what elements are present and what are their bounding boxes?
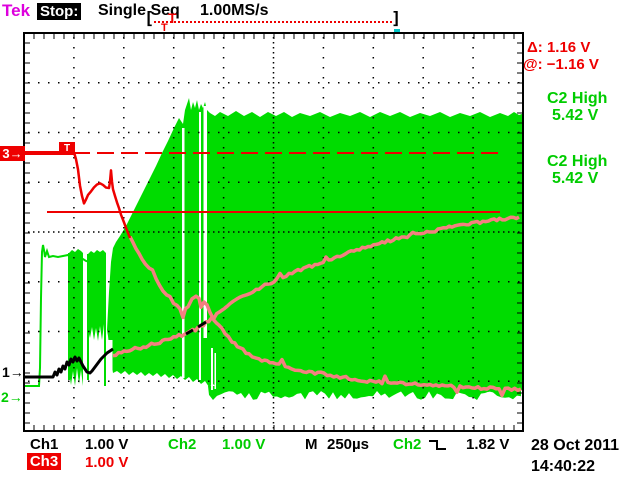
ch1-scale: 1.00 V: [85, 436, 129, 453]
ch2-scale: 1.00 V: [222, 436, 266, 453]
ch2-label: Ch2: [168, 436, 197, 453]
ch3-scale: 1.00 V: [85, 454, 129, 471]
cursor-at-label: @:: [523, 56, 543, 73]
ch1-label: Ch1: [30, 436, 59, 453]
measurement-2-name: C2 High: [547, 153, 608, 170]
trigger-position-t-icon: T: [168, 10, 177, 26]
acquisition-mode-label: Single Seq: [98, 2, 180, 19]
ch1-ground-marker: 1→: [2, 364, 24, 380]
time-readout: 14:40:22: [531, 458, 596, 475]
cursor-at-readout: @: −1.16 V: [523, 56, 599, 73]
trigger-position-top-marker: T: [161, 22, 168, 34]
ch2-ground-marker: 2→: [1, 389, 23, 405]
record-view-right-bracket: ]: [391, 9, 402, 29]
ch3-label: Ch3: [27, 453, 61, 470]
cursor-delta-label: Δ:: [527, 39, 543, 56]
record-view-cursor-tick-icon: [394, 29, 400, 33]
measurement-1-value: 5.42 V: [552, 107, 599, 124]
sample-rate-label: 1.00MS/s: [200, 2, 269, 19]
tek-logo: Tek: [2, 1, 31, 20]
acquisition-status-badge: Stop:: [37, 3, 82, 20]
cursor-delta-value: 1.16 V: [546, 39, 591, 56]
trigger-source-label: Ch2: [393, 436, 422, 453]
record-view-dotted-line: [154, 21, 392, 23]
trigger-level-value: 1.82 V: [466, 436, 510, 453]
ch3-ground-marker: 3→: [0, 146, 25, 161]
cursor-delta-readout: Δ: 1.16 V: [527, 39, 590, 56]
timebase-value: 250µs: [327, 436, 370, 453]
measurement-2-value: 5.42 V: [552, 170, 599, 187]
measurement-1-name: C2 High: [547, 90, 608, 107]
record-view-left-bracket: [: [144, 9, 155, 29]
timebase-label: M: [305, 436, 318, 453]
cursor-at-value: −1.16 V: [546, 56, 599, 73]
date-readout: 28 Oct 2011: [531, 437, 620, 454]
trigger-level-t-marker: T: [59, 142, 75, 155]
trigger-falling-edge-icon: [429, 440, 446, 450]
